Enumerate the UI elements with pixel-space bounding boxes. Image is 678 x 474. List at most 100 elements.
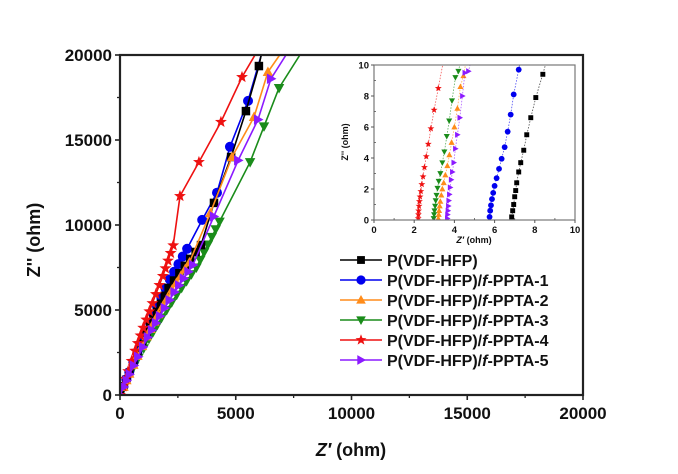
legend-item: P(VDF-HFP)/f-PPTA-2 <box>340 293 549 310</box>
inset-data-point <box>510 208 516 214</box>
data-point <box>147 324 158 336</box>
data-point <box>159 262 172 274</box>
inset-x-axis-title: Z′ (ohm) <box>455 235 491 245</box>
data-point <box>164 246 177 259</box>
data-point <box>253 114 264 125</box>
legend-marker-triangle-right <box>357 355 367 365</box>
inset-data-point <box>414 214 422 220</box>
inset-data-point <box>430 106 438 113</box>
inset-series-layer <box>414 65 546 220</box>
inset-data-point <box>488 202 494 209</box>
data-point <box>125 369 135 380</box>
inset-data-point <box>490 189 497 196</box>
inset-series-p-vdf-hfp-f-ppta-2 <box>435 65 467 220</box>
inset-data-point <box>419 172 427 180</box>
inset-data-point <box>455 131 461 138</box>
x-tick-label: 15000 <box>444 404 491 423</box>
inset-data-point <box>510 91 517 98</box>
inset-x-tick-label: 8 <box>532 225 537 236</box>
inset-data-point <box>434 185 441 192</box>
inset-data-point <box>416 193 424 200</box>
inset-data-point <box>516 169 522 175</box>
inset-data-point <box>417 187 425 195</box>
data-point <box>258 122 270 132</box>
data-point <box>179 273 190 284</box>
data-point <box>209 211 220 222</box>
inset-data-point <box>418 180 426 188</box>
data-point <box>143 331 154 343</box>
data-point <box>214 115 227 128</box>
inset-data-point <box>504 128 511 135</box>
main-ticks: 0 5000 10000 15000 20000 0 5000 10000 15000 20000 <box>65 46 607 423</box>
inset-data-point <box>447 191 453 198</box>
legend-label: P(VDF-HFP)/f-PPTA-4 <box>387 333 549 350</box>
data-point <box>151 317 162 329</box>
inset-data-point <box>446 151 453 158</box>
y-tick-label: 10000 <box>65 216 112 235</box>
inset-data-point <box>414 210 422 218</box>
inset-data-point <box>514 180 520 186</box>
inset-series-p-vdf-hfp-f-ppta-3 <box>430 65 462 220</box>
inset-x-tick-label: 2 <box>412 225 417 236</box>
inset-x-tick-label: 4 <box>452 225 458 236</box>
inset-fit-line <box>511 65 546 217</box>
inset-data-point <box>446 203 452 210</box>
inset-data-point <box>437 171 444 177</box>
data-point <box>164 283 173 293</box>
inset-data-point <box>509 214 515 220</box>
inset-data-point <box>446 197 452 204</box>
inset-data-point <box>432 203 439 210</box>
inset-data-point <box>444 162 451 169</box>
data-point <box>137 321 150 333</box>
data-point <box>122 375 133 386</box>
inset-data-point <box>448 139 455 145</box>
inset-data-point <box>436 207 443 214</box>
inset-data-point <box>422 152 430 160</box>
data-point <box>170 286 180 298</box>
data-point <box>129 344 141 356</box>
inset-data-point <box>487 207 494 214</box>
inset-data-point <box>491 183 498 189</box>
legend-label: P(VDF-HFP)/f-PPTA-5 <box>387 353 549 370</box>
series-line <box>120 55 287 395</box>
inset-data-point <box>533 95 539 101</box>
inset-data-point <box>462 69 469 76</box>
data-point <box>197 214 208 225</box>
data-point <box>266 73 277 85</box>
inset-y-tick-label: 8 <box>364 92 369 103</box>
x-tick-label: 0 <box>115 404 124 423</box>
inset-data-point <box>440 179 447 186</box>
x-tick-label: 10000 <box>328 404 375 423</box>
inset-y-tick-label: 6 <box>364 123 369 134</box>
data-point <box>131 336 144 349</box>
inset-x-tick-label: 10 <box>570 225 581 236</box>
inset-data-point <box>415 207 423 214</box>
legend-label: P(VDF-HFP)/f-PPTA-2 <box>387 293 549 310</box>
legend-item: P(VDF-HFP)/f-PPTA-3 <box>340 313 549 330</box>
inset-y-tick-label: 2 <box>364 185 369 196</box>
data-point <box>120 381 130 393</box>
inset-data-point <box>466 68 472 75</box>
legend-marker-triangle-down <box>356 316 366 326</box>
inset-series-p-vdf-hfp-f-ppta-1 <box>486 65 522 220</box>
data-point <box>188 259 199 271</box>
legend-marker-triangle-up <box>356 294 366 304</box>
inset-data-point <box>415 197 423 205</box>
legend-marker-circle <box>356 275 366 285</box>
inset-data-point <box>450 168 456 175</box>
inset-data-point <box>430 216 437 220</box>
inset-data-point <box>451 159 457 166</box>
data-point <box>169 276 179 285</box>
data-point <box>210 225 221 235</box>
y-tick-label: 15000 <box>65 131 112 150</box>
inset-data-point <box>435 211 442 217</box>
data-point <box>140 313 153 325</box>
inset-data-point <box>524 132 530 138</box>
y-tick-label: 0 <box>103 386 112 405</box>
data-point <box>167 239 180 251</box>
inset-background <box>374 65 575 220</box>
inset-data-point <box>486 214 493 220</box>
data-point <box>198 248 210 258</box>
data-point <box>182 243 193 254</box>
data-point <box>162 254 174 266</box>
